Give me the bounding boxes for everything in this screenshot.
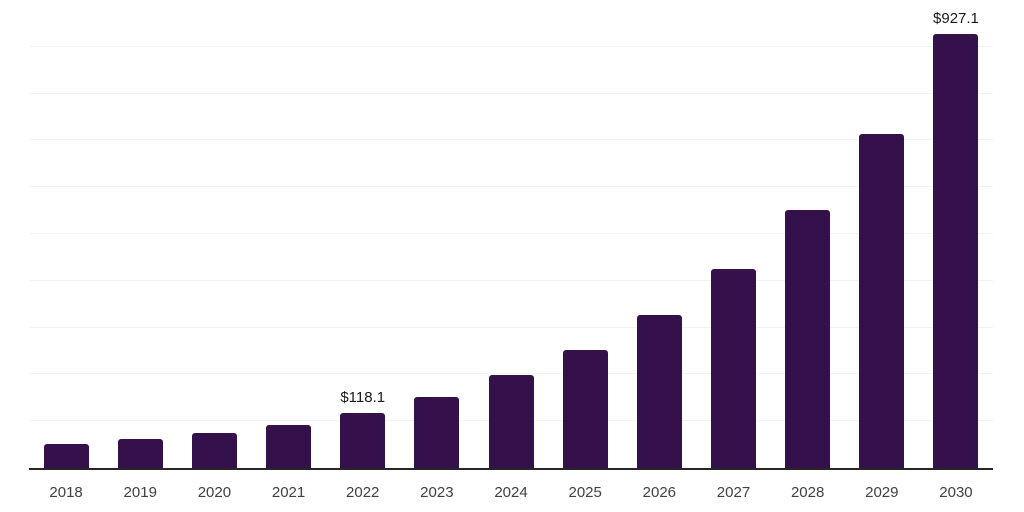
gridline-300 — [29, 326, 993, 328]
bar-2030 — [933, 34, 979, 468]
x-tick-2024: 2024 — [494, 483, 528, 501]
bars-layer: $118.1 $927.1 — [29, 0, 993, 468]
x-tick-2028: 2028 — [790, 483, 825, 501]
plot-area: $118.1 $927.1 — [29, 0, 993, 470]
bar-2023 — [414, 397, 460, 468]
gridline-200 — [29, 373, 993, 375]
x-tick-2030: 2030 — [939, 483, 973, 501]
x-tick-2019: 2019 — [123, 483, 157, 501]
bar-group-2030: $927.1 — [919, 0, 993, 468]
bar-group-2026 — [622, 0, 696, 468]
bar-group-2025 — [548, 0, 622, 468]
bar-2025 — [562, 350, 608, 468]
x-tick-2018: 2018 — [49, 483, 83, 501]
bar-group-2021 — [251, 0, 325, 468]
value-label-2030: $927.1 — [933, 10, 979, 28]
bar-2020 — [191, 432, 237, 468]
bar-group-2018 — [29, 0, 103, 468]
x-tick-2026: 2026 — [642, 483, 677, 501]
bar-2024 — [488, 375, 534, 468]
bar-group-2027 — [696, 0, 770, 468]
gridline-400 — [29, 279, 993, 281]
bar-group-2020 — [177, 0, 251, 468]
bar-2029 — [859, 133, 905, 468]
x-tick-2023: 2023 — [420, 483, 454, 501]
bar-group-2028 — [771, 0, 845, 468]
x-tick-2027: 2027 — [716, 483, 751, 501]
bar-group-2023 — [400, 0, 474, 468]
x-tick-2025: 2025 — [568, 483, 602, 501]
gridline-900 — [29, 45, 993, 47]
x-tick-2022: 2022 — [346, 483, 380, 501]
x-axis: 2018 2019 2020 2021 2022 2023 2024 2025 2026 2027… — [29, 472, 993, 512]
bar-2019 — [117, 439, 163, 468]
x-tick-2021: 2021 — [271, 483, 306, 501]
gridline-700 — [29, 139, 993, 141]
gridline-600 — [29, 186, 993, 188]
bar-group-2029 — [845, 0, 919, 468]
gridline-800 — [29, 92, 993, 94]
gridline-500 — [29, 233, 993, 234]
x-tick-2029: 2029 — [865, 483, 899, 501]
x-tick-2020: 2020 — [197, 483, 232, 501]
bar-group-2022: $118.1 — [326, 0, 400, 468]
bar-2026 — [636, 314, 682, 468]
value-label-2022: $118.1 — [340, 388, 386, 406]
bar-group-2019 — [103, 0, 177, 468]
bar-2027 — [710, 268, 756, 468]
bar-group-2024 — [474, 0, 548, 468]
bar-2028 — [785, 209, 831, 468]
bar-2022 — [340, 412, 386, 468]
bar-2021 — [266, 425, 312, 468]
bar-2018 — [43, 444, 89, 468]
